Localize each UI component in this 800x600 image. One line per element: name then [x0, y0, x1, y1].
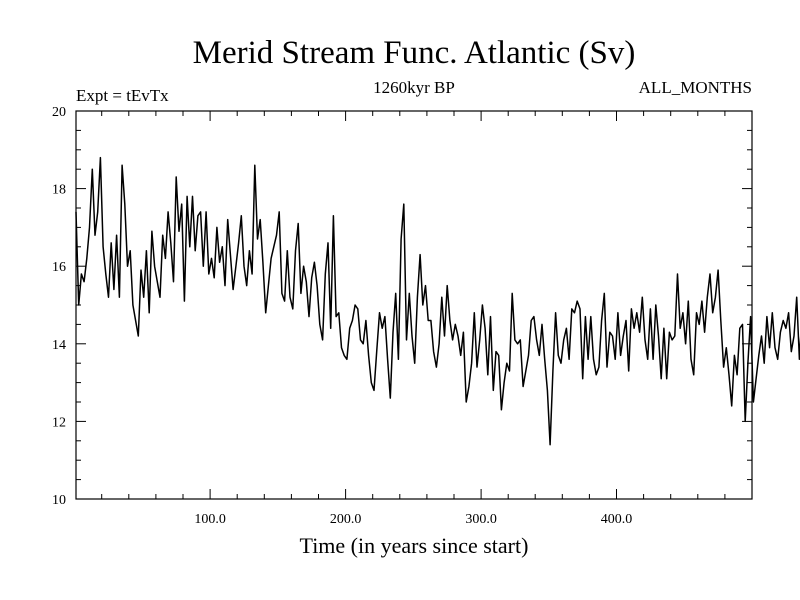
x-tick-label: 200.0	[330, 512, 362, 527]
axis-tick-labels: 100.0 200.0 300.0 400.0 10 12 14 16 18 20	[52, 105, 632, 527]
y-tick-label: 18	[52, 183, 66, 198]
plot-frame	[75, 110, 753, 500]
x-tick-label: 300.0	[465, 512, 497, 527]
y-tick-label: 10	[52, 493, 66, 508]
x-tick-label: 100.0	[194, 512, 226, 527]
months-label: ALL_MONTHS	[639, 78, 752, 97]
y-tick-label: 12	[52, 415, 66, 430]
period-label: 1260kyr BP	[373, 78, 455, 97]
data-layer	[75, 156, 800, 446]
experiment-label: Expt = tEvTx	[76, 86, 169, 105]
axis-ticks	[76, 110, 752, 500]
chart-title: Merid Stream Func. Atlantic (Sv)	[193, 35, 636, 71]
y-tick-label: 20	[52, 105, 66, 120]
series-line-0	[75, 156, 800, 446]
x-tick-label: 400.0	[601, 512, 633, 527]
y-tick-label: 14	[52, 338, 66, 353]
x-axis-label: Time (in years since start)	[300, 533, 529, 558]
y-tick-label: 16	[52, 260, 66, 275]
